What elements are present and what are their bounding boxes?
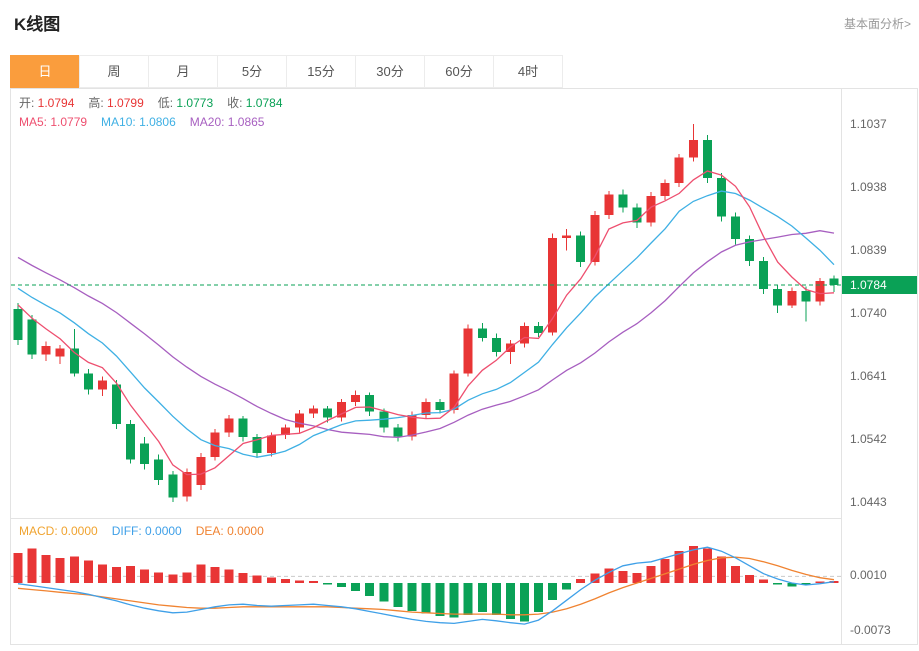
indicator-value: DEA: 0.0000 [195,524,264,538]
page-title: K线图 [14,15,61,34]
tab-period-1[interactable]: 周 [79,55,149,88]
ma20-line [17,230,835,439]
tab-period-4[interactable]: 15分 [286,55,356,88]
fundamental-analysis-link[interactable]: 基本面分析> [843,17,911,31]
tab-period-6[interactable]: 60分 [424,55,494,88]
indicator-value: 收: 1.0784 [227,96,283,110]
indicator-value: MA10: 1.0806 [101,115,176,129]
chart-container: 开: 1.0794 高: 1.0799 低: 1.0773 收: 1.0784 MA5… [10,88,918,645]
diff-line [17,546,835,625]
ohlc-readout: 开: 1.0794 高: 1.0799 低: 1.0773 收: 1.0784 [19,94,283,111]
macd-axis-label: 0.0010 [850,568,887,583]
macd-axis: 0.0010 -0.0073 [841,518,917,645]
indicator-value: MACD: 0.0000 [19,524,98,538]
ma10-line [17,190,835,458]
price-axis-label: 1.0740 [850,306,887,321]
indicator-value: 开: 1.0794 [19,96,75,110]
indicator-value: 低: 1.0773 [157,96,214,110]
macd-histogram [13,545,839,622]
macd-readout: MACD: 0.0000 DIFF: 0.0000 DEA: 0.0000 [19,524,264,538]
period-tabs: 日周月 5分 15分 30分 60分 4时 [10,55,563,88]
price-axis-label: 1.0542 [850,432,887,447]
tab-period-2[interactable]: 月 [148,55,218,88]
dea-line [17,556,835,616]
main-chart-plot[interactable]: 开: 1.0794 高: 1.0799 低: 1.0773 收: 1.0784 MA5… [11,89,841,518]
indicator-value: DIFF: 0.0000 [111,524,182,538]
indicator-value: MA5: 1.0779 [19,115,88,129]
price-axis-label: 1.0443 [850,495,887,510]
price-axis-label: 1.0641 [850,369,887,384]
price-axis-label: 1.0839 [850,243,887,258]
price-axis-label: 1.1037 [850,117,887,131]
tab-period-3[interactable]: 5分 [217,55,287,88]
tab-period-7[interactable]: 4时 [493,55,563,88]
macd-axis-label: -0.0073 [850,623,891,638]
indicator-value: MA20: 1.0865 [189,115,265,129]
indicator-value: 高: 1.0799 [88,96,144,110]
price-axis: 1.1037 1.0938 1.0839 1.0740 1.0641 1.0542 1.04… [841,89,917,518]
tab-period-5[interactable]: 30分 [355,55,425,88]
price-axis-label: 1.0938 [850,180,887,195]
ma-readout: MA5: 1.0779 MA10: 1.0806 MA20: 1.0865 [19,115,264,129]
macd-panel[interactable]: MACD: 0.0000 DIFF: 0.0000 DEA: 0.0000 [11,518,841,645]
candlestick-chart[interactable] [11,89,841,518]
tab-period-0[interactable]: 日 [10,55,80,88]
ma5-line [17,170,835,476]
macd-chart[interactable] [11,519,841,645]
current-price-tag: 1.0784 [842,276,917,295]
